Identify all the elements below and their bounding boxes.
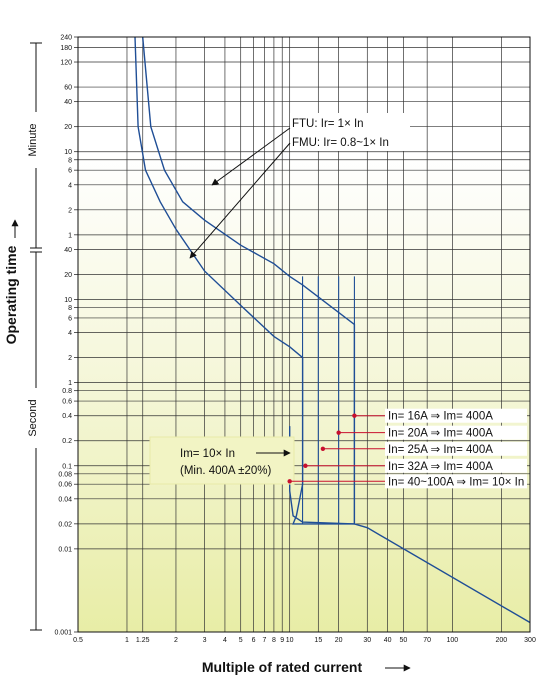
rating-label: In= 25A ⇒ Im= 400A	[388, 444, 493, 456]
x-tick-label: 10	[286, 637, 294, 644]
x-tick-label: 5	[239, 637, 243, 644]
y-tick-label: 40	[64, 99, 72, 106]
x-tick-label: 40	[384, 637, 392, 644]
x-tick-label: 9	[280, 637, 284, 644]
curve-legend-box	[290, 113, 410, 151]
y-tick-label: 0.02	[58, 521, 72, 528]
y-tick-label: 10	[64, 149, 72, 156]
x-axis-label: Multiple of rated current	[202, 659, 363, 675]
y-tick-label: 0.1	[62, 463, 72, 470]
y-tick-label: 0.04	[58, 496, 72, 503]
y-tick-label: 20	[64, 124, 72, 131]
rating-label-bg	[385, 474, 527, 489]
y-tick-label: 0.4	[62, 413, 72, 420]
x-tick-label: 6	[252, 637, 256, 644]
rating-label: In= 32A ⇒ Im= 400A	[388, 461, 493, 473]
x-tick-label: 7	[263, 637, 267, 644]
x-tick-label: 70	[423, 637, 431, 644]
y-tick-label: 40	[64, 247, 72, 254]
y-tick-label: 1	[68, 232, 72, 239]
y-tick-label: 0.2	[62, 438, 72, 445]
x-tick-label: 0.5	[73, 637, 83, 644]
y-tick-label: 2	[68, 207, 72, 214]
x-tick-labels: 0.5 1 1.25 2 3 4 5 6 7 8 9 10 15 20 30 40 50 70 100 200 300	[73, 637, 536, 644]
x-tick-label: 100	[447, 637, 459, 644]
y-tick-label: 120	[60, 60, 72, 67]
rating-label: In= 20A ⇒ Im= 400A	[388, 428, 493, 440]
rating-label-bg	[385, 458, 527, 473]
rating-label-bg	[385, 441, 527, 456]
y-tick-label: 60	[64, 85, 72, 92]
y-tick-label: 240	[60, 35, 72, 42]
rating-dot	[303, 463, 308, 468]
rating-label: In= 16A ⇒ Im= 400A	[388, 411, 493, 423]
leader-ftu	[211, 127, 291, 186]
x-tick-label: 300	[524, 637, 536, 644]
y-tick-label: 6	[68, 168, 72, 175]
im-min-label: (Min. 400A ±20%)	[180, 465, 271, 477]
y-tick-label: 8	[68, 157, 72, 164]
rating-dot	[320, 446, 326, 451]
rating-dot	[352, 413, 357, 418]
x-tick-label: 1.25	[136, 637, 150, 644]
rating-annotations: In= 16A ⇒ Im= 400A In= 20A ⇒ Im= 400A In= …	[287, 408, 527, 489]
x-tick-label: 200	[496, 637, 508, 644]
rating-dot	[336, 430, 341, 435]
second-label-gap	[30, 388, 42, 448]
x-tick-label: 8	[272, 637, 276, 644]
second-group-label: Second	[27, 399, 39, 436]
y-tick-label: 180	[60, 45, 72, 52]
y-tick-label: 6	[68, 315, 72, 322]
rating-label-bg	[385, 408, 527, 423]
x-tick-label: 2	[174, 637, 178, 644]
rating-label-bg	[385, 425, 527, 440]
x-tick-label: 3	[203, 637, 207, 644]
series-label-ftu: FTU: Ir= 1× In	[292, 118, 364, 130]
minute-group-label: Minute	[27, 123, 39, 156]
y-tick-label: 1	[68, 380, 72, 387]
y-tick-label: 20	[64, 272, 72, 279]
y-tick-label: 0.6	[62, 399, 72, 406]
series-curve-1	[134, 36, 531, 624]
ylabel-gap	[4, 230, 26, 360]
series-label-fmu: FMU: Ir= 0.8~1× In	[292, 137, 389, 149]
y-tick-label: 10	[64, 297, 72, 304]
y-tick-label: 8	[68, 305, 72, 312]
y-tick-label: 0.06	[58, 482, 72, 489]
x-tick-label: 15	[314, 637, 322, 644]
y-tick-label: 4	[68, 330, 72, 337]
rating-dot	[287, 479, 292, 484]
x-tick-label: 30	[363, 637, 371, 644]
y-tick-label: 0.8	[62, 388, 72, 395]
y-tick-label: 2	[68, 355, 72, 362]
im-rule-label: Im= 10× In	[180, 448, 235, 460]
curves	[134, 36, 531, 624]
x-tick-label: 50	[399, 637, 407, 644]
y-tick-label: 0.01	[58, 546, 72, 553]
x-tick-label: 20	[335, 637, 343, 644]
plot-frame	[77, 36, 531, 633]
instant-trip-box	[149, 436, 295, 485]
x-tick-label: 1	[125, 637, 129, 644]
x-tick-label: 4	[223, 637, 227, 644]
rating-label: In= 40~100A ⇒ Im= 10× In	[388, 476, 524, 488]
y-tick-label: 0.001	[54, 630, 72, 637]
y-axis-label: Operating time	[3, 245, 19, 344]
leader-fmu	[189, 142, 291, 259]
minute-label-gap	[30, 112, 42, 168]
y-tick-labels: 2401801206040201086421402010864210.80.60…	[54, 35, 78, 637]
y-tick-label: 0.08	[58, 471, 72, 478]
y-tick-label: 4	[68, 182, 72, 189]
